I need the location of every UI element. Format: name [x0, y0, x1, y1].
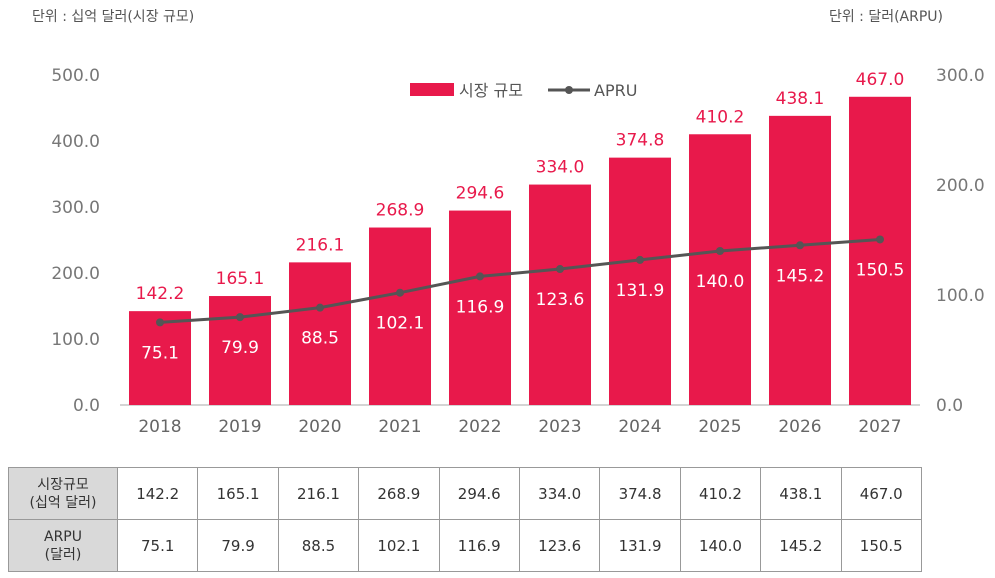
row-header-line: ARPU [44, 528, 82, 545]
table-cell: 142.2 [116, 467, 199, 520]
bar [289, 262, 351, 405]
table-cell: 123.6 [518, 519, 601, 572]
x-axis-tick: 2021 [378, 417, 421, 437]
table-cell: 294.6 [438, 467, 520, 520]
apru-point [396, 288, 404, 297]
apru-data-label: 79.9 [221, 338, 259, 358]
bar-data-label: 216.1 [296, 235, 345, 255]
bar [609, 157, 671, 405]
x-axis-tick: 2023 [538, 417, 581, 437]
table-cell: 150.5 [840, 519, 923, 572]
data-table: 시장규모 (십억 달러) 142.2 165.1 216.1 268.9 294.6 334.… [8, 467, 923, 572]
bar [769, 115, 831, 405]
bar [129, 311, 191, 405]
bar-data-label: 294.6 [456, 184, 505, 204]
table-cell: 79.9 [197, 519, 279, 572]
bar [849, 96, 911, 405]
apru-data-label: 102.1 [376, 314, 425, 334]
apru-data-label: 150.5 [856, 260, 905, 280]
left-axis-tick: 500.0 [51, 66, 100, 86]
x-axis-tick: 2020 [298, 417, 341, 437]
row-header: 시장규모 (십억 달러) [8, 467, 118, 520]
table-cell: 410.2 [679, 467, 762, 520]
bar [529, 184, 591, 405]
bar-data-label: 374.8 [616, 131, 665, 151]
table-cell: 216.1 [277, 467, 360, 520]
table-row: ARPU (달러) 75.1 79.9 88.5 102.1 116.9 123.6 131.9… [8, 519, 923, 572]
apru-point [316, 303, 324, 312]
apru-point [156, 318, 164, 327]
apru-point [556, 265, 564, 274]
apru-data-label: 131.9 [616, 281, 665, 301]
apru-data-label: 140.0 [696, 272, 745, 292]
apru-point [716, 247, 724, 255]
legend-bar-label: 시장 규모 [459, 81, 523, 100]
table-cell: 467.0 [840, 467, 923, 520]
bar-data-label: 334.0 [536, 158, 585, 178]
left-axis-tick: 400.0 [51, 132, 100, 152]
bar-data-label: 438.1 [776, 89, 825, 109]
row-header-line: 시장규모 [37, 476, 89, 493]
bar [369, 227, 431, 405]
table-cell: 140.0 [679, 519, 762, 572]
right-unit-label: 단위 : 달러(ARPU) [828, 9, 943, 25]
left-axis-tick: 0.0 [73, 396, 100, 416]
table-cell: 268.9 [358, 467, 440, 520]
x-axis-tick: 2024 [618, 417, 661, 437]
row-header-line: (십억 달러) [29, 494, 97, 511]
apru-line [159, 237, 881, 324]
legend-line-marker [565, 86, 573, 94]
table-row: 시장규모 (십억 달러) 142.2 165.1 216.1 268.9 294.6 334.… [8, 467, 923, 520]
table-cell: 131.9 [599, 519, 681, 572]
x-axis-tick: 2022 [458, 417, 501, 437]
table-cell: 334.0 [518, 467, 601, 520]
apru-point [636, 255, 644, 264]
combo-chart: 0.0 100.0 200.0 300.0 400.0 500.0 0.0 100.0 200.… [51, 66, 985, 437]
right-axis-tick: 100.0 [936, 286, 985, 306]
left-axis-tick: 300.0 [51, 198, 100, 218]
x-axis-tick: 2026 [778, 417, 821, 437]
x-axis-tick: 2018 [138, 417, 181, 437]
table-cell: 102.1 [358, 519, 440, 572]
bar-data-label: 410.2 [696, 107, 745, 127]
table-cell: 374.8 [599, 467, 681, 520]
table-cell: 145.2 [760, 519, 842, 572]
x-axis-tick: 2025 [698, 417, 741, 437]
right-axis-tick: 300.0 [936, 66, 985, 86]
apru-data-label: 145.2 [776, 266, 825, 286]
x-axis-tick: 2019 [218, 417, 261, 437]
bar-data-label: 142.2 [136, 284, 185, 304]
apru-data-label: 123.6 [536, 290, 585, 310]
bar [449, 210, 511, 405]
table-cell: 75.1 [116, 519, 199, 572]
left-axis-tick: 200.0 [51, 264, 100, 284]
bar-data-label: 268.9 [376, 201, 425, 221]
apru-data-label: 116.9 [456, 297, 505, 317]
table-cell: 165.1 [197, 467, 279, 520]
legend-bar-swatch [410, 83, 454, 96]
table-cell: 116.9 [438, 519, 520, 572]
bar-data-label: 165.1 [216, 269, 265, 289]
bar-data-label: 467.0 [856, 70, 905, 90]
bar [689, 134, 751, 405]
left-axis-tick: 100.0 [51, 330, 100, 350]
row-header: ARPU (달러) [8, 519, 118, 572]
apru-data-label: 75.1 [141, 343, 179, 363]
apru-point [476, 272, 484, 281]
right-axis-tick: 200.0 [936, 176, 985, 196]
left-unit-label: 단위 : 십억 달러(시장 규모) [32, 9, 195, 25]
legend-line-label: APRU [594, 81, 637, 100]
right-axis-tick: 0.0 [936, 396, 963, 416]
apru-point [236, 313, 244, 322]
apru-point [876, 235, 884, 244]
apru-data-label: 88.5 [301, 329, 339, 349]
x-axis-tick: 2027 [858, 417, 901, 437]
table-cell: 438.1 [760, 467, 842, 520]
apru-point [796, 241, 804, 250]
table-cell: 88.5 [277, 519, 360, 572]
row-header-line: (달러) [44, 546, 82, 563]
